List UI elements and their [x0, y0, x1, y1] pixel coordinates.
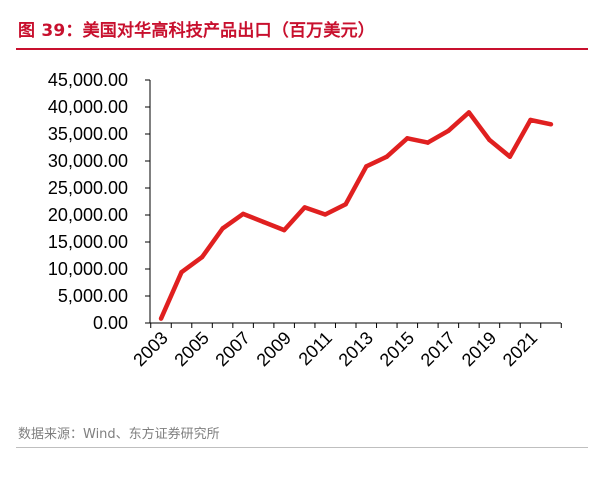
y-tick-label: 45,000.00	[48, 70, 128, 90]
data-point	[548, 122, 554, 127]
x-tick-label: 2011	[295, 328, 337, 370]
data-point	[220, 226, 225, 231]
data-point	[302, 205, 307, 210]
series-line	[158, 110, 552, 320]
data-point	[199, 254, 205, 260]
x-tick-label: 2017	[417, 328, 459, 370]
bottom-divider	[16, 447, 588, 448]
source-note: 数据来源：Wind、东方证券研究所	[18, 427, 220, 442]
x-tick-label: 2005	[170, 328, 212, 370]
data-point	[323, 212, 328, 217]
title-divider	[16, 48, 588, 50]
x-tick-label: 2021	[499, 328, 541, 370]
x-tick-label: 2015	[376, 328, 418, 370]
data-point	[364, 164, 369, 169]
x-tick-label: 2013	[335, 328, 377, 370]
y-tick-label: 30,000.00	[48, 151, 128, 171]
series	[158, 110, 554, 321]
chart-title: 图 39：美国对华高科技产品出口（百万美元）	[18, 21, 375, 41]
data-point	[261, 219, 266, 225]
data-point	[158, 316, 164, 321]
data-point	[528, 117, 533, 123]
y-axis: 0.00 5,000.00 10,000.00 15,000.00 20,000.00 2…	[48, 70, 151, 333]
data-point	[446, 128, 451, 133]
y-tick-label: 20,000.00	[48, 205, 128, 225]
data-point	[425, 140, 431, 145]
data-point	[487, 137, 492, 143]
x-tick-label: 2009	[253, 328, 295, 370]
x-tick-label: 2007	[211, 328, 253, 370]
data-point	[281, 227, 287, 233]
data-point	[507, 154, 513, 159]
y-tick-label: 35,000.00	[48, 124, 128, 144]
x-tick-label: 2003	[129, 328, 171, 370]
y-tick-label: 0.00	[93, 313, 128, 333]
data-point	[179, 270, 184, 275]
data-point	[466, 110, 472, 115]
data-point	[405, 136, 410, 141]
y-tick-label: 40,000.00	[48, 97, 128, 117]
y-tick-label: 25,000.00	[48, 178, 128, 198]
x-tick-label: 2019	[458, 328, 500, 370]
data-point	[384, 154, 389, 159]
data-point	[343, 202, 348, 207]
data-point	[240, 211, 246, 217]
y-tick-label: 10,000.00	[48, 259, 128, 279]
y-tick-label: 5,000.00	[58, 286, 128, 306]
y-tick-label: 15,000.00	[48, 232, 128, 252]
